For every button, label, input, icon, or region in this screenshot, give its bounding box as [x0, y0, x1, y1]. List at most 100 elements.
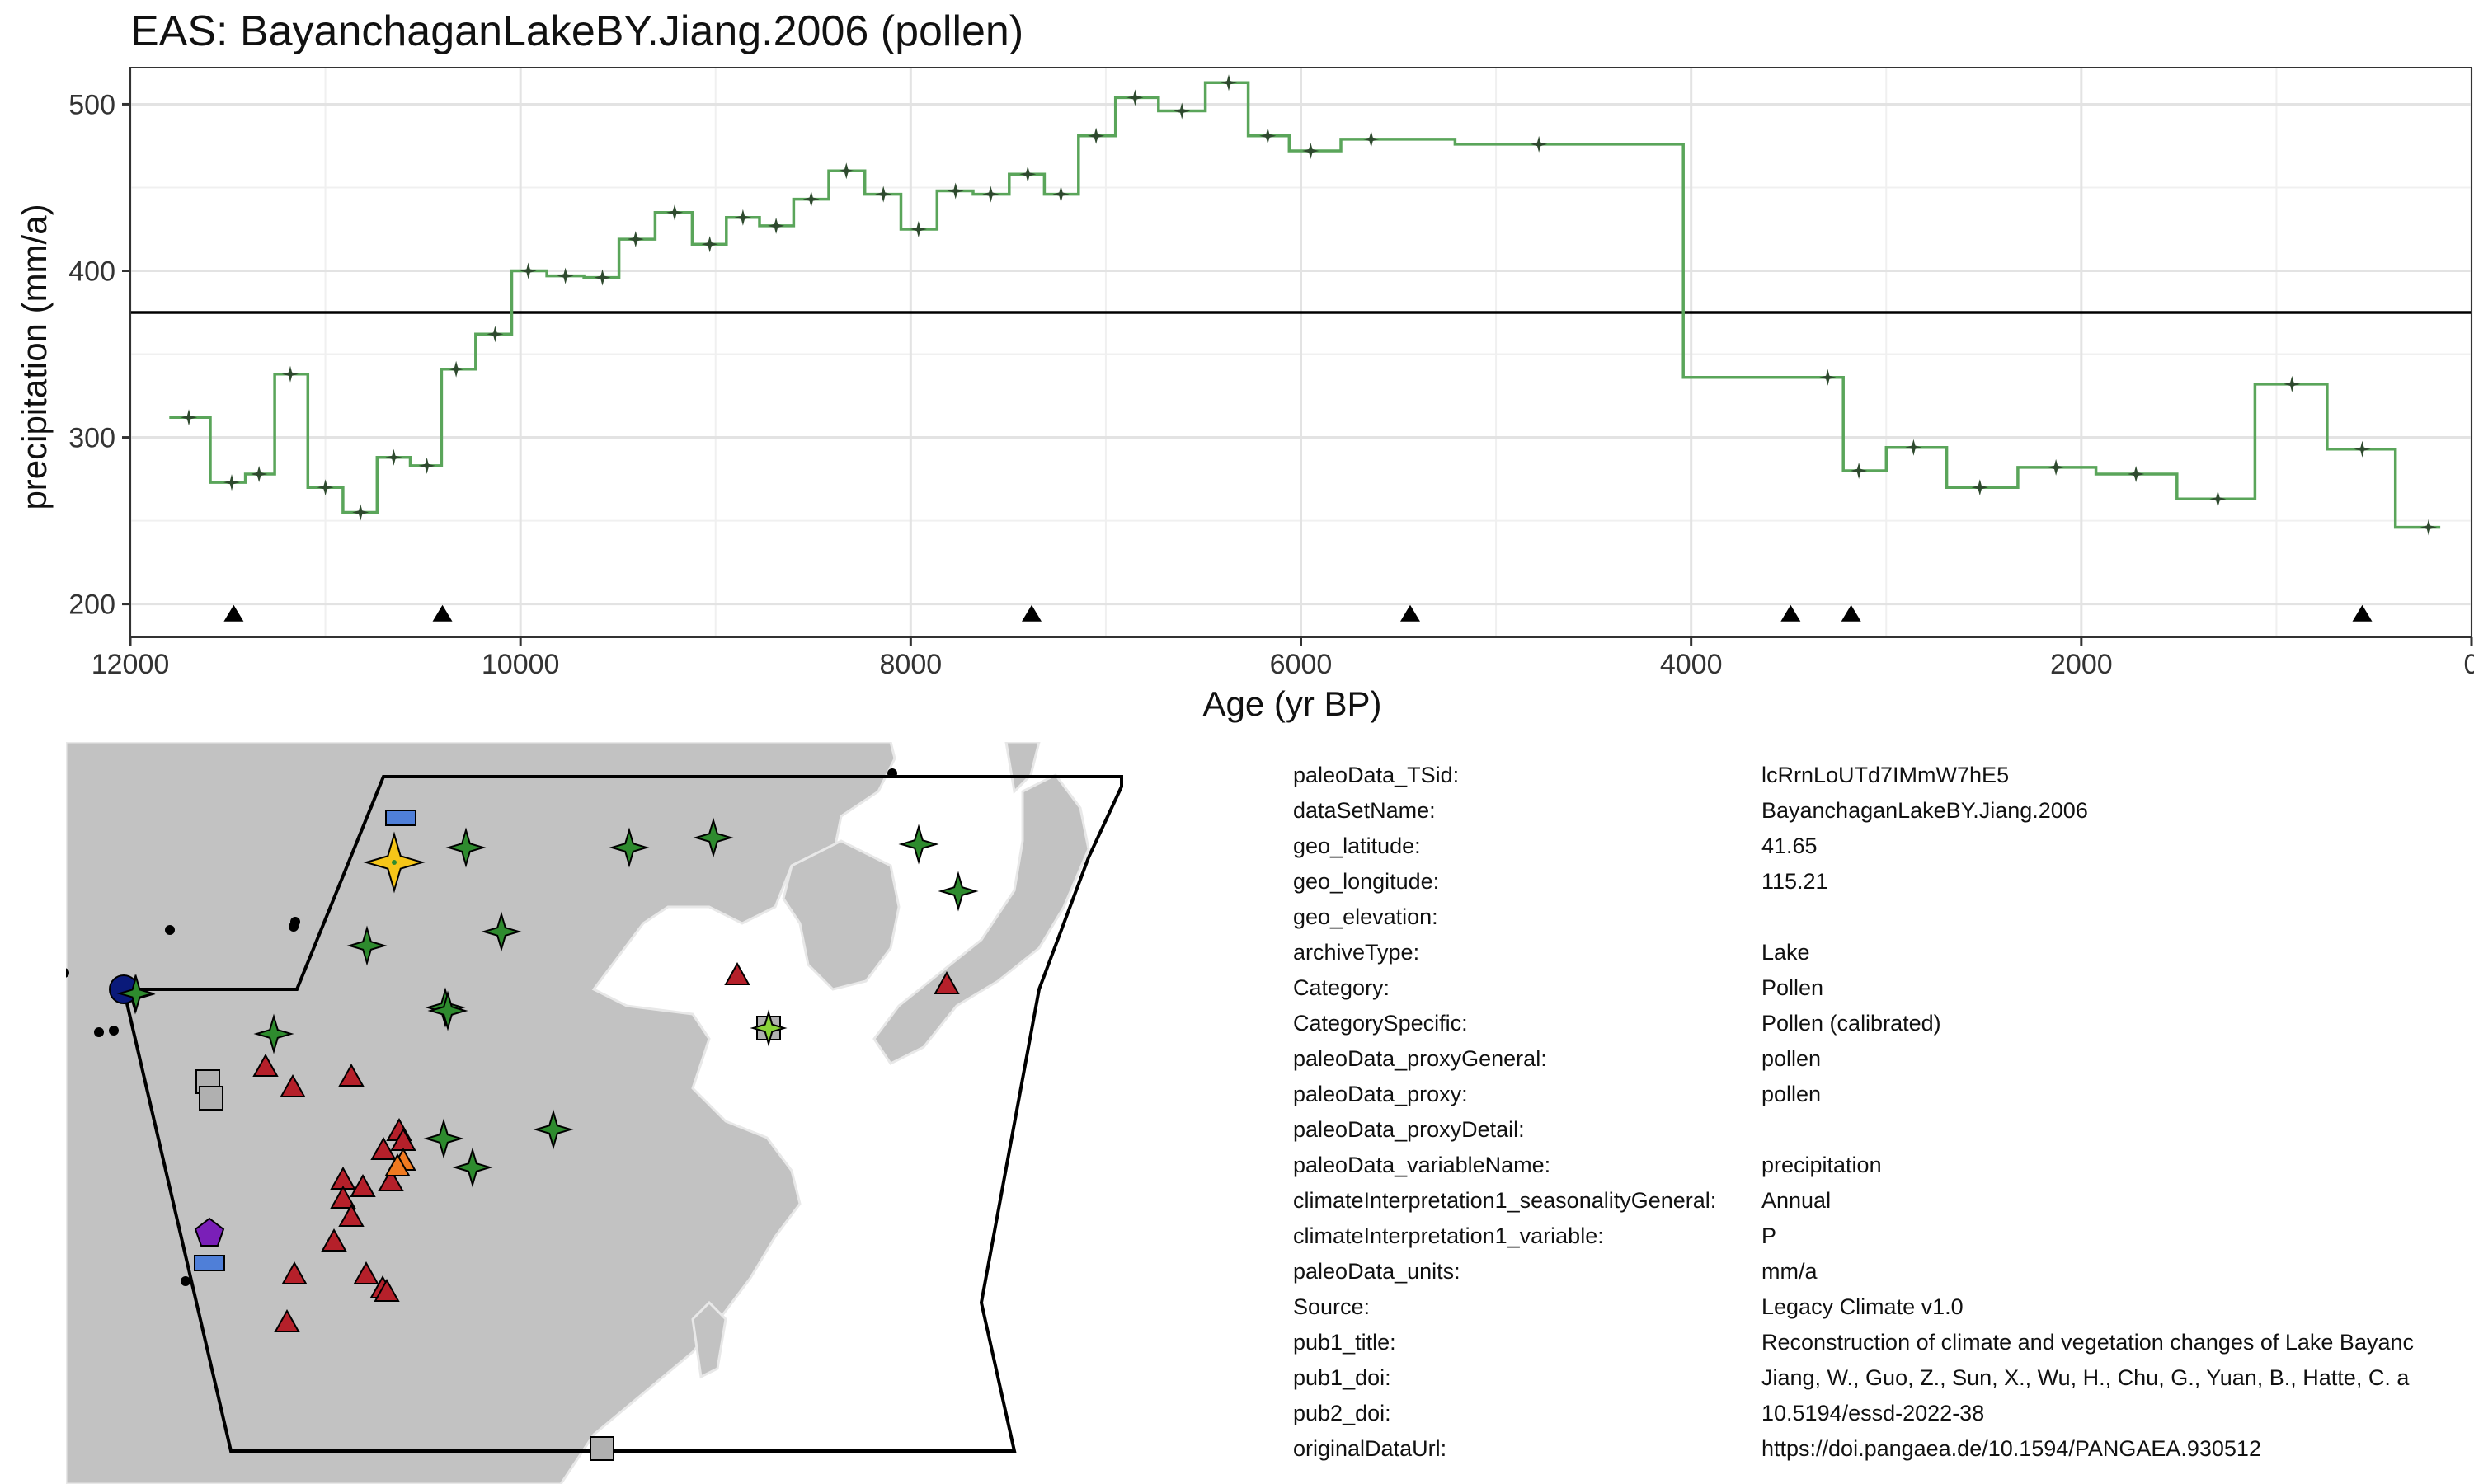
site-star: [609, 827, 650, 868]
metadata-key: originalDataUrl:: [1293, 1436, 1447, 1461]
data-point: [1126, 89, 1144, 106]
metadata-key: pub2_doi:: [1293, 1401, 1391, 1425]
metadata-row: geo_latitude: 41.65: [1293, 834, 2474, 869]
data-markers: [181, 74, 2437, 536]
data-point: [982, 186, 999, 203]
metadata-key: climateInterpretation1_seasonalityGenera…: [1293, 1188, 1717, 1213]
metadata-row: pub2_doi: 10.5194/essd-2022-38: [1293, 1401, 2474, 1436]
japan-islands: [872, 773, 1090, 1065]
data-point: [1019, 166, 1037, 183]
metadata-key: geo_elevation:: [1293, 904, 1438, 929]
data-point: [701, 236, 718, 253]
metadata-value: https://doi.pangaea.de/10.1594/PANGAEA.9…: [1761, 1436, 2261, 1461]
event-marker: [1841, 604, 1861, 622]
event-markers: [223, 604, 2373, 622]
site-star: [423, 1118, 464, 1159]
site-square: [590, 1436, 614, 1461]
site-dot: [94, 1027, 104, 1037]
site-map: [66, 742, 1123, 1484]
data-point: [352, 504, 369, 521]
metadata-row: paleoData_units: mm/a: [1293, 1259, 2474, 1294]
grid-lines: [129, 68, 2473, 637]
data-point: [2420, 519, 2437, 536]
site-triangle: [353, 1261, 379, 1284]
x-tick-label: 10000: [482, 649, 560, 680]
sakhalin-hokkaido: [1004, 742, 1041, 795]
site-dot: [181, 1276, 190, 1286]
x-tick-label: 6000: [1270, 649, 1333, 680]
site-star: [533, 1109, 574, 1150]
site-triangle: [378, 1167, 404, 1191]
y-tick-label: 200: [68, 589, 115, 621]
metadata-row: Category: Pollen: [1293, 975, 2474, 1011]
data-point: [910, 221, 927, 237]
plot-border: [129, 67, 2472, 638]
metadata-row: Source: Legacy Climate v1.0: [1293, 1294, 2474, 1330]
site-star-lime: [750, 1009, 788, 1047]
metadata-value: mm/a: [1761, 1259, 1818, 1284]
y-tick-label: 400: [68, 256, 115, 287]
metadata-key: paleoData_units:: [1293, 1259, 1460, 1284]
metadata-key: paleoData_proxyGeneral:: [1293, 1046, 1547, 1071]
korean-peninsula: [782, 839, 901, 991]
metadata-row: paleoData_variableName: precipitation: [1293, 1153, 2474, 1188]
data-point: [181, 409, 197, 426]
site-triangle: [374, 1278, 400, 1302]
selected-site-center: [392, 860, 397, 865]
site-star: [116, 974, 156, 1013]
data-point: [385, 448, 402, 466]
event-marker: [1022, 604, 1042, 622]
site-pentagon: [194, 1217, 225, 1247]
map-site-markers: [66, 768, 979, 1461]
metadata-row: climateInterpretation1_variable: P: [1293, 1223, 2474, 1259]
metadata-key: Source:: [1293, 1294, 1371, 1319]
data-point: [282, 365, 299, 383]
metadata-value: pollen: [1761, 1082, 1822, 1106]
metadata-key: Category:: [1293, 975, 1390, 1000]
x-tick-label: 12000: [92, 649, 170, 680]
site-dot: [887, 768, 897, 778]
metadata-table: paleoData_TSid: lcRrnLoUTd7IMmW7hE5 dataSe…: [1293, 763, 2474, 1472]
data-point: [947, 182, 964, 200]
data-point: [2284, 375, 2301, 392]
data-point: [520, 262, 537, 279]
data-point: [1851, 463, 1868, 479]
data-point: [1971, 479, 1988, 496]
x-tick-label: 2000: [2050, 649, 2113, 680]
metadata-value: 41.65: [1761, 834, 1818, 858]
site-triangle: [350, 1173, 376, 1197]
metadata-value: 115.21: [1761, 869, 1828, 894]
metadata-key: paleoData_TSid:: [1293, 763, 1460, 787]
data-point: [223, 474, 240, 491]
metadata-value: Annual: [1761, 1188, 1832, 1213]
x-tick-label: 8000: [880, 649, 943, 680]
site-star: [427, 990, 468, 1031]
taiwan: [691, 1300, 727, 1379]
event-marker: [223, 604, 244, 622]
event-marker: [2352, 604, 2373, 622]
data-point: [594, 269, 611, 286]
metadata-key: paleoData_proxyDetail:: [1293, 1117, 1525, 1142]
data-point: [1905, 439, 1922, 456]
site-star: [693, 817, 734, 858]
data-point: [1362, 130, 1380, 148]
site-square: [199, 1086, 223, 1111]
data-point: [448, 360, 465, 378]
metadata-row: paleoData_TSid: lcRrnLoUTd7IMmW7hE5: [1293, 763, 2474, 798]
data-point: [418, 457, 435, 474]
data-point: [1174, 102, 1191, 120]
metadata-value: P: [1761, 1223, 1777, 1248]
precipitation-chart: 12000 10000 8000 6000 4000 2000 0200300400500 …: [15, 67, 2474, 723]
metadata-row: pub1_title: Reconstruction of climate and…: [1293, 1330, 2474, 1365]
metadata-key: paleoData_proxy:: [1293, 1082, 1468, 1106]
metadata-row: dataSetName: BayanchaganLakeBY.Jiang.2006: [1293, 798, 2474, 834]
site-triangle: [281, 1261, 308, 1284]
site-star: [452, 1147, 493, 1188]
metadata-row: geo_longitude: 115.21: [1293, 869, 2474, 904]
metadata-value: Pollen (calibrated): [1761, 1011, 1941, 1036]
site-triangle: [384, 1153, 411, 1176]
site-rectangle: [194, 1255, 225, 1271]
site-triangle: [338, 1063, 365, 1087]
site-triangle: [724, 961, 750, 985]
axes: 12000 10000 8000 6000 4000 2000 0 200 300 400 500: [68, 67, 2474, 680]
